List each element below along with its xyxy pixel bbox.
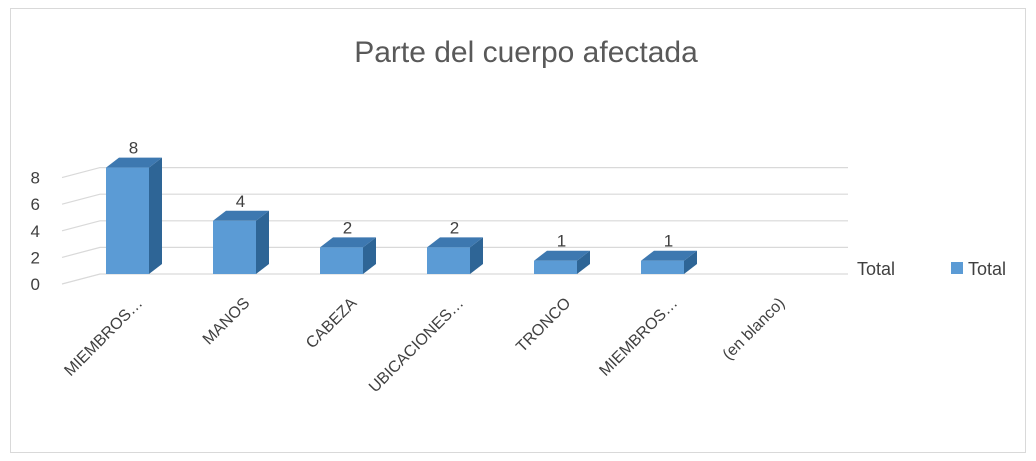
y-tick-label-3: 6 — [31, 195, 40, 214]
data-labels: 8 4 2 2 1 1 — [129, 139, 673, 251]
gridline-2 — [61, 220, 848, 232]
category-label-3: UBICACIONES… — [366, 295, 467, 396]
bars — [106, 157, 697, 274]
chart-title: Parte del cuerpo afectada — [354, 36, 698, 69]
bar-top-4 — [534, 250, 590, 261]
category-label-1: MANOS — [200, 295, 254, 349]
legend-swatch — [951, 262, 963, 274]
data-label-1: 4 — [236, 192, 245, 211]
bar-5 — [641, 250, 697, 274]
bar-front-5 — [641, 260, 684, 274]
y-tick-label-4: 8 — [31, 169, 40, 188]
y-axis-ticks: 0 2 4 6 8 — [31, 169, 40, 294]
series-axis-label: Total — [857, 259, 895, 279]
data-label-2: 2 — [343, 218, 352, 237]
data-label-0: 8 — [129, 139, 138, 158]
bar-4 — [534, 250, 590, 274]
y-tick-label-0: 0 — [31, 275, 40, 294]
bar-top-3 — [427, 237, 483, 248]
bar-front-1 — [213, 220, 256, 274]
y-tick-label-1: 2 — [31, 248, 40, 267]
gridline-3 — [61, 193, 848, 205]
bar-1 — [213, 210, 269, 274]
bar-3 — [427, 237, 483, 274]
bar-side-1 — [256, 210, 269, 274]
bar-side-0 — [149, 157, 162, 274]
bar-top-1 — [213, 210, 269, 221]
category-label-6: (en blanco) — [720, 295, 789, 364]
bar-2 — [320, 237, 376, 274]
category-label-4: TRONCO — [513, 295, 574, 356]
data-label-3: 2 — [450, 218, 459, 237]
category-label-5: MIEMBROS… — [596, 295, 681, 380]
bar-front-0 — [106, 167, 149, 274]
category-label-0: MIEMBROS… — [61, 295, 146, 380]
bar-top-2 — [320, 237, 376, 248]
bar-side-4 — [577, 250, 590, 274]
bar-side-2 — [363, 237, 376, 274]
category-labels: MIEMBROS… MANOS CABEZA UBICACIONES… TRONCO MI… — [61, 295, 788, 397]
bar-0 — [106, 157, 162, 274]
legend-label: Total — [968, 259, 1006, 279]
bar-side-3 — [470, 237, 483, 274]
gridline-4 — [61, 167, 848, 179]
bar-front-4 — [534, 260, 577, 274]
chart-frame — [10, 8, 1026, 453]
bar-side-5 — [684, 250, 697, 274]
y-tick-label-2: 4 — [31, 222, 40, 241]
gridline-1 — [61, 246, 848, 258]
data-label-4: 1 — [557, 232, 566, 251]
data-label-5: 1 — [664, 232, 673, 251]
bar-front-3 — [427, 247, 470, 274]
category-label-2: CABEZA — [303, 295, 361, 353]
bar-top-0 — [106, 157, 162, 168]
legend: Total — [951, 259, 1006, 279]
bar-front-2 — [320, 247, 363, 274]
gridlines — [61, 167, 848, 285]
bar-top-5 — [641, 250, 697, 261]
gridline-0 — [61, 273, 848, 285]
